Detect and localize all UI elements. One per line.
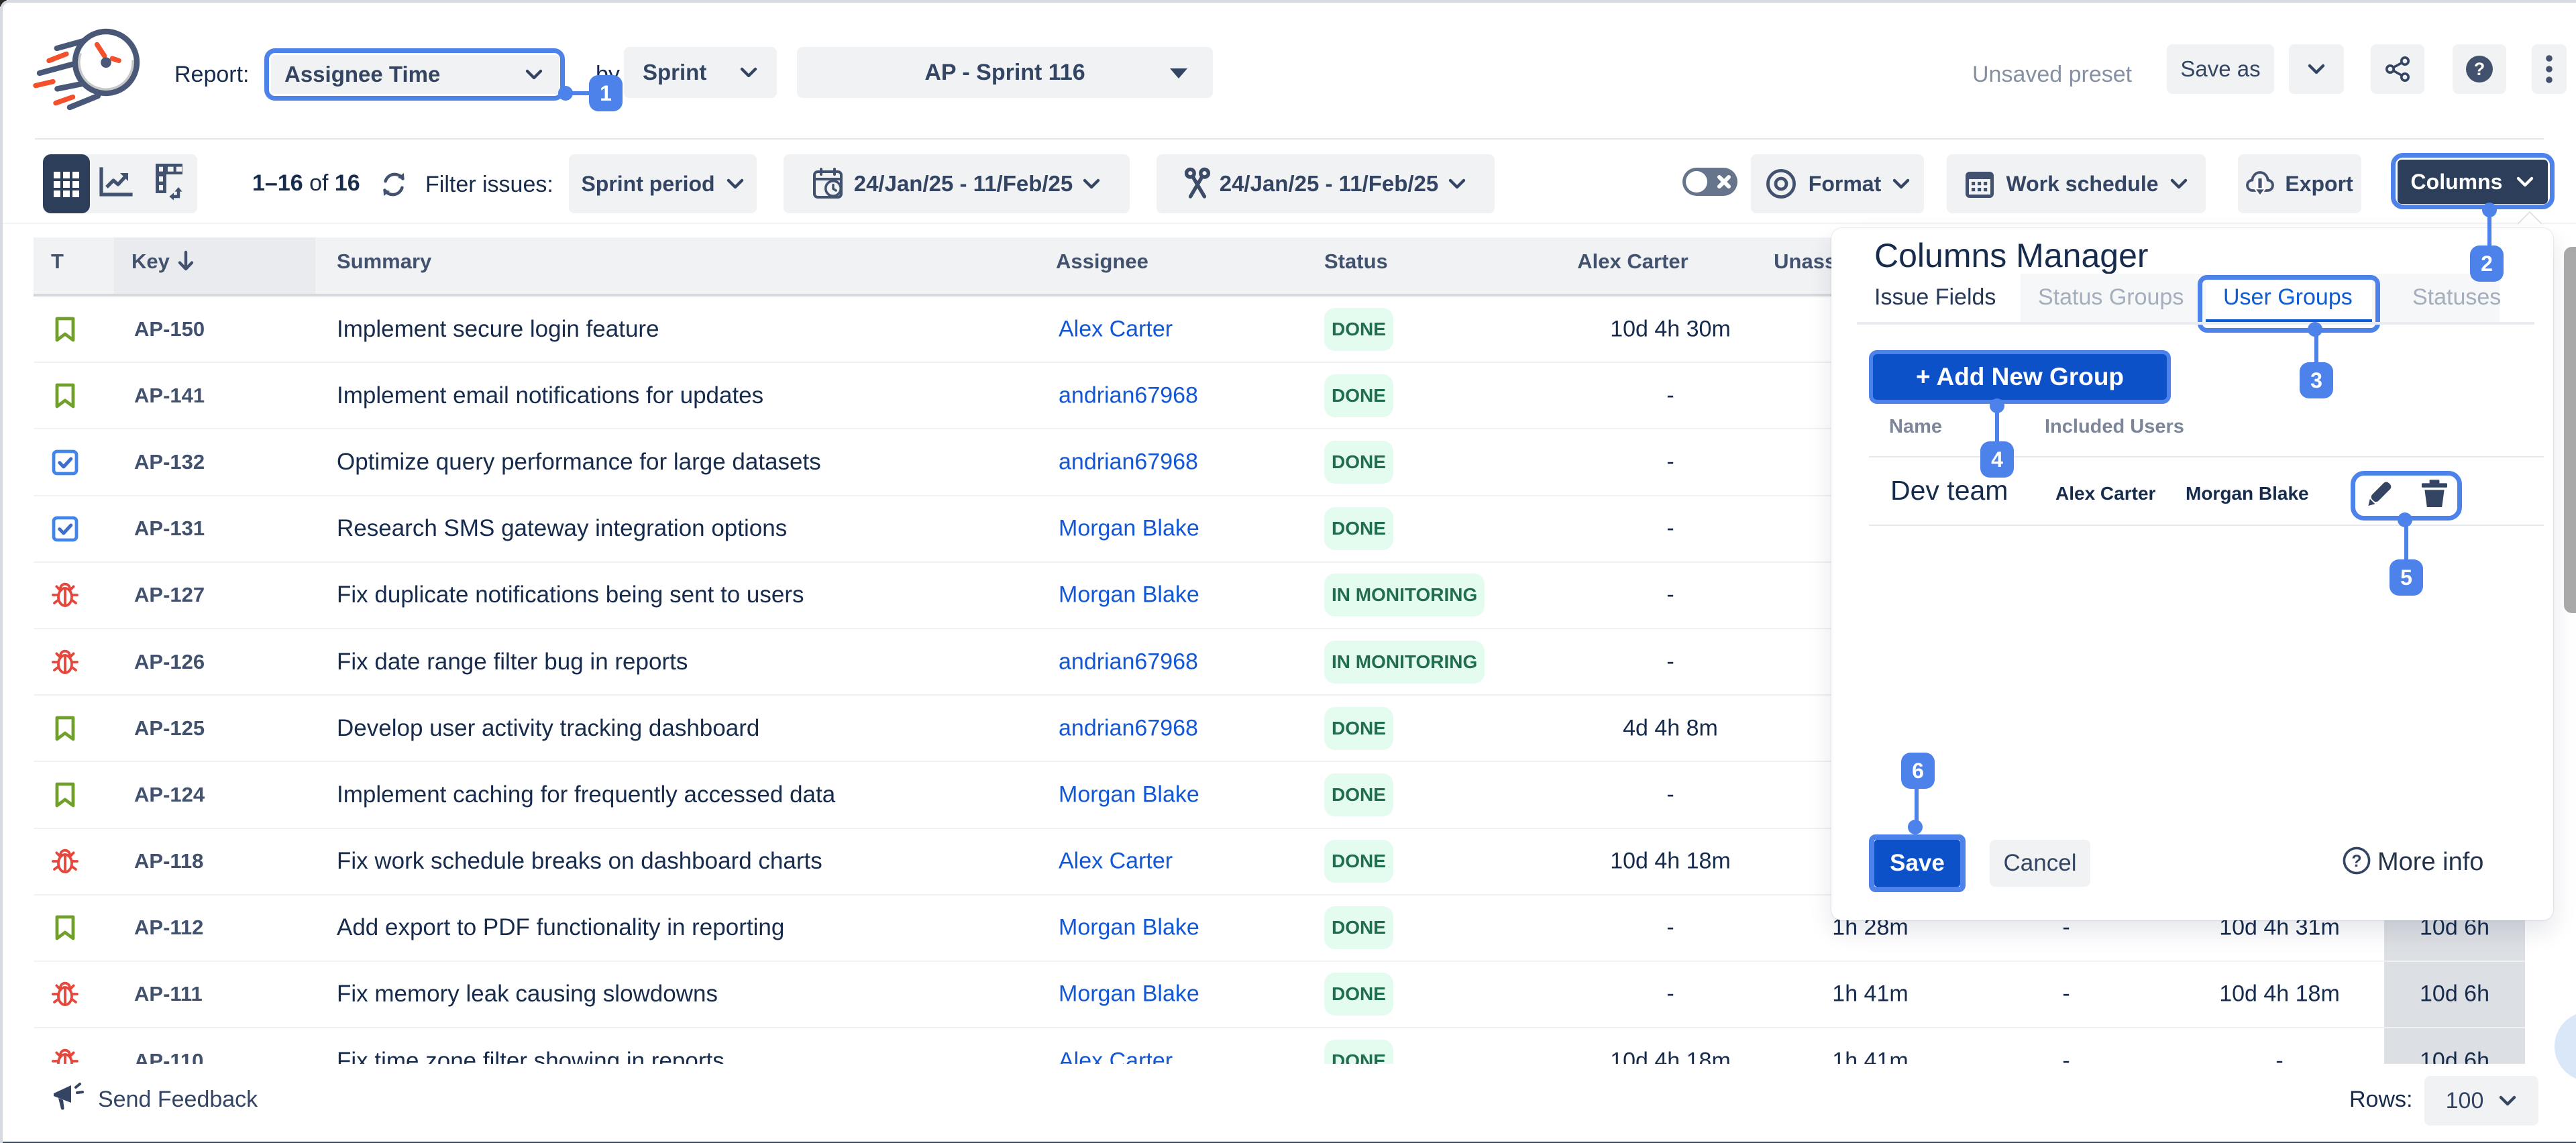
- svg-text:?: ?: [2474, 59, 2485, 79]
- svg-text:?: ?: [2351, 852, 2361, 871]
